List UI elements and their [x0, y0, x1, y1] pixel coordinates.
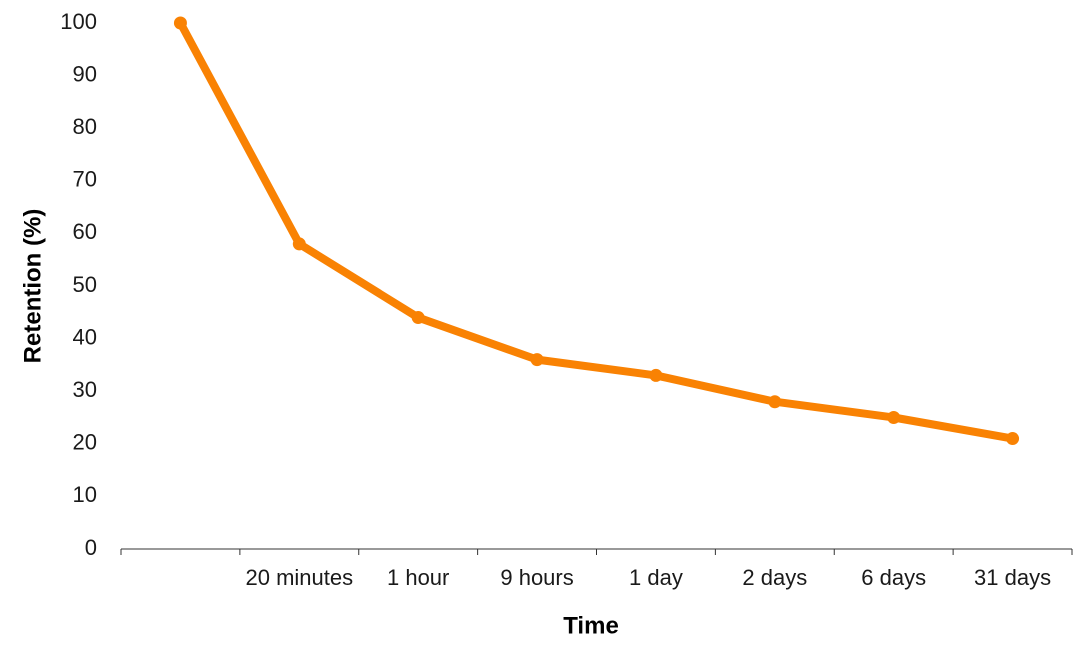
y-tick-label: 10: [73, 482, 97, 507]
x-tick-label: 6 days: [861, 565, 926, 590]
y-tick-label: 80: [73, 114, 97, 139]
point: [173, 16, 187, 30]
point: [292, 237, 306, 251]
point: [411, 311, 425, 325]
y-tick-label: 40: [73, 324, 97, 349]
y-tick-label: 100: [60, 9, 97, 34]
y-tick-label: 0: [85, 535, 97, 560]
y-axis-title: Retention (%): [19, 209, 46, 364]
y-tick-label: 60: [73, 219, 97, 244]
x-tick-label: 20 minutes: [246, 565, 354, 590]
point: [768, 395, 782, 409]
x-axis-title: Time: [563, 612, 619, 639]
point: [1006, 432, 1020, 446]
y-tick-label: 30: [73, 377, 97, 402]
x-tick-label: 2 days: [742, 565, 807, 590]
point: [649, 368, 663, 382]
y-tick-label: 90: [73, 61, 97, 86]
point: [530, 353, 544, 367]
x-tick-label: 1 hour: [387, 565, 449, 590]
point: [887, 411, 901, 424]
y-tick-label: 70: [73, 167, 97, 192]
y-tick-label: 20: [73, 430, 97, 455]
line: [176, 19, 1017, 443]
x-tick-label: 1 day: [629, 565, 683, 590]
y-tick-label: 50: [73, 272, 97, 297]
x-tick-label: 9 hours: [500, 565, 573, 590]
x-tick-label: 31 days: [974, 565, 1051, 590]
